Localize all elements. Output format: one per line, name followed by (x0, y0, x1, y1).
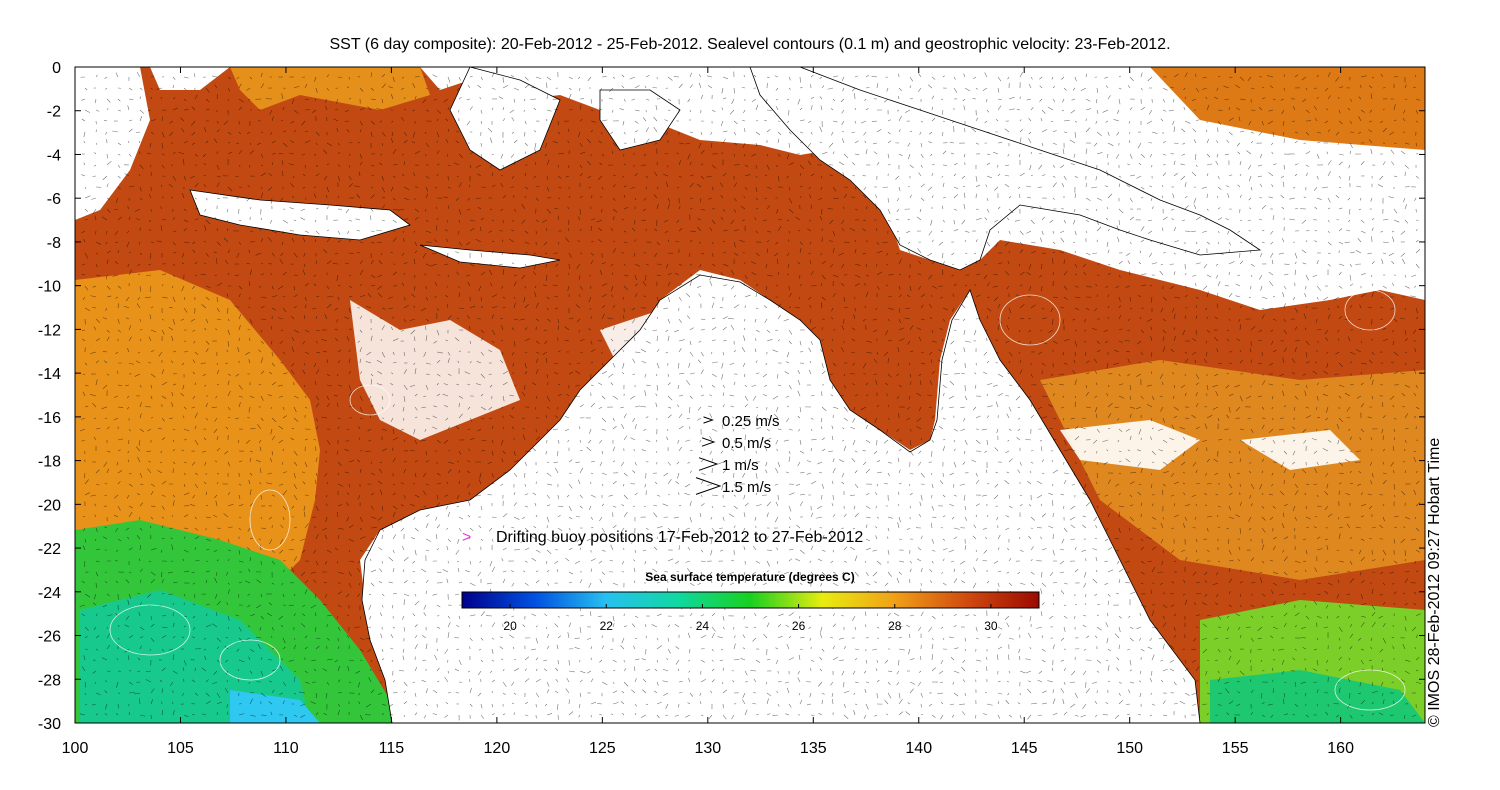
y-tick-label: -8 (47, 235, 61, 252)
x-tick-label: 150 (1116, 740, 1143, 757)
australia-land (361, 274, 1201, 723)
colorbar-tick-label: 28 (888, 619, 902, 633)
y-tick-label: 0 (52, 60, 61, 77)
velocity-legend-arrow (695, 477, 722, 495)
velocity-legend-label: 0.25 m/s (722, 413, 780, 430)
y-tick-label: -10 (38, 279, 61, 296)
colorbar-title: Sea surface temperature (degrees C) (645, 570, 854, 584)
x-tick-label: 155 (1222, 740, 1249, 757)
x-tick-label: 105 (167, 740, 194, 757)
velocity-legend-label: 1.5 m/s (722, 479, 771, 496)
colorbar-gradient (461, 591, 1040, 609)
y-tick-label: -18 (38, 454, 61, 471)
y-tick-label: -14 (38, 366, 61, 383)
colorbar-tick-label: 30 (984, 619, 998, 633)
velocity-legend-arrow (701, 437, 716, 447)
y-axis: 0 -2 -4 -6 -8 -10 -12 -14 -16 -18 -20 -22 -24 -26 -28 -… (38, 60, 1425, 733)
sulawesi-land (599, 89, 681, 151)
y-tick-label: -24 (38, 585, 61, 602)
x-tick-label: 100 (62, 740, 89, 757)
y-tick-label: -4 (47, 147, 61, 164)
y-tick-label: -28 (38, 672, 61, 689)
y-tick-label: -2 (47, 104, 61, 121)
buoy-marker: > (462, 529, 471, 546)
buoy-legend-label: Drifting buoy positions 17-Feb-2012 to 2… (496, 529, 863, 546)
colorbar-tick-label: 22 (600, 619, 614, 633)
y-tick-label: -12 (38, 322, 61, 339)
colorbar-tick-label: 26 (792, 619, 806, 633)
plot-frame (74, 66, 1426, 724)
x-tick-label: 135 (800, 740, 827, 757)
sst-field (75, 67, 1425, 723)
x-tick-label: 115 (379, 740, 405, 757)
x-tick-label: 140 (905, 740, 932, 757)
velocity-legend-arrow (703, 416, 715, 424)
velocity-legend-label: 1 m/s (722, 457, 759, 474)
new-guinea-land (749, 67, 1262, 271)
lesser-sunda-land (419, 244, 561, 269)
colorbar-tick-label: 24 (696, 619, 710, 633)
velocity-legend-label: 0.5 m/s (722, 435, 771, 452)
y-tick-label: -30 (38, 716, 61, 733)
x-tick-label: 130 (694, 740, 721, 757)
x-tick-label: 120 (484, 740, 511, 757)
land (189, 67, 1262, 723)
y-tick-label: -22 (38, 541, 61, 558)
sealevel-contours (109, 289, 1406, 711)
velocity-legend: 0.25 m/s 0.5 m/s 1 m/s 1.5 m/s (695, 413, 780, 496)
x-axis: 100 105 110 115 120 125 130 135 140 145 150 155 160 (62, 67, 1354, 757)
borneo-land (449, 67, 561, 171)
imos-credit: © IMOS 28-Feb-2012 09:27 Hobart Time (1426, 437, 1443, 727)
colorbar: Sea surface temperature (degrees C) 20 22… (461, 570, 1040, 633)
buoy-legend: > Drifting buoy positions 17-Feb-2012 to… (462, 529, 863, 546)
x-tick-label: 160 (1327, 740, 1354, 757)
velocity-legend-arrow (698, 457, 719, 471)
y-tick-label: -20 (38, 497, 61, 514)
x-tick-label: 125 (589, 740, 616, 757)
colorbar-tick-label: 20 (503, 619, 517, 633)
y-tick-label: -26 (38, 629, 61, 646)
y-tick-label: -16 (38, 410, 61, 427)
y-tick-label: -6 (47, 191, 61, 208)
plot-area (75, 67, 1425, 723)
x-tick-label: 110 (273, 740, 299, 757)
map-title: SST (6 day composite): 20-Feb-2012 - 25-… (329, 36, 1171, 53)
java-land (189, 189, 411, 241)
x-tick-label: 145 (1011, 740, 1038, 757)
velocity-arrows (79, 71, 1422, 721)
colorbar-ticks: 20 22 24 26 28 30 (503, 604, 998, 633)
